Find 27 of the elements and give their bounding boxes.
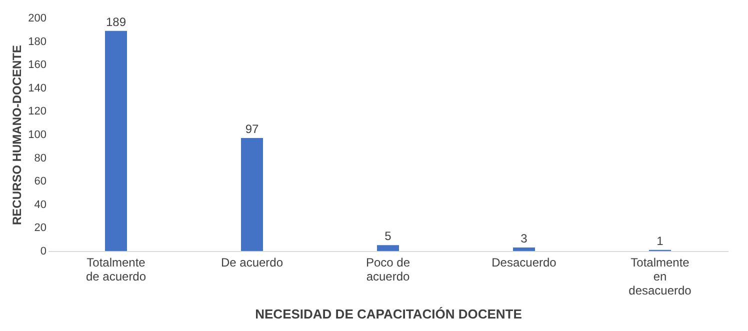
y-tick-label: 160 bbox=[28, 59, 46, 72]
y-tick-label: 60 bbox=[34, 176, 46, 188]
y-tick-label: 140 bbox=[28, 82, 46, 94]
x-tick-label: Totalmente de acuerdo bbox=[86, 256, 146, 284]
data-label: 1 bbox=[656, 234, 664, 248]
y-tick-label: 100 bbox=[28, 129, 46, 141]
y-tick-label: 200 bbox=[28, 12, 46, 24]
data-label: 3 bbox=[520, 232, 528, 246]
x-tick-label: De acuerdo bbox=[220, 256, 284, 270]
y-tick-label: 80 bbox=[34, 152, 46, 164]
data-label: 5 bbox=[384, 229, 392, 244]
bar bbox=[377, 245, 399, 251]
bar bbox=[241, 138, 263, 251]
y-tick-label: 0 bbox=[40, 246, 46, 258]
x-axis-title: NECESIDAD DE CAPACITACIÓN DOCENTE bbox=[255, 306, 522, 322]
x-tick-label: Poco de acuerdo bbox=[366, 256, 410, 284]
y-tick-label: 20 bbox=[34, 222, 46, 234]
data-label: 97 bbox=[245, 122, 259, 136]
bar bbox=[105, 30, 127, 251]
x-tick-label: Desacuerdo bbox=[492, 256, 557, 270]
x-tick-label: Totalmente en desacuerdo bbox=[628, 256, 692, 298]
y-axis-title: RECURSO HUMANO-DOCENTE bbox=[10, 45, 24, 225]
bar bbox=[513, 248, 535, 251]
data-label: 189 bbox=[106, 14, 126, 29]
y-tick-label: 40 bbox=[34, 198, 46, 211]
y-tick-label: 180 bbox=[28, 36, 46, 48]
y-tick-label: 120 bbox=[28, 106, 46, 118]
